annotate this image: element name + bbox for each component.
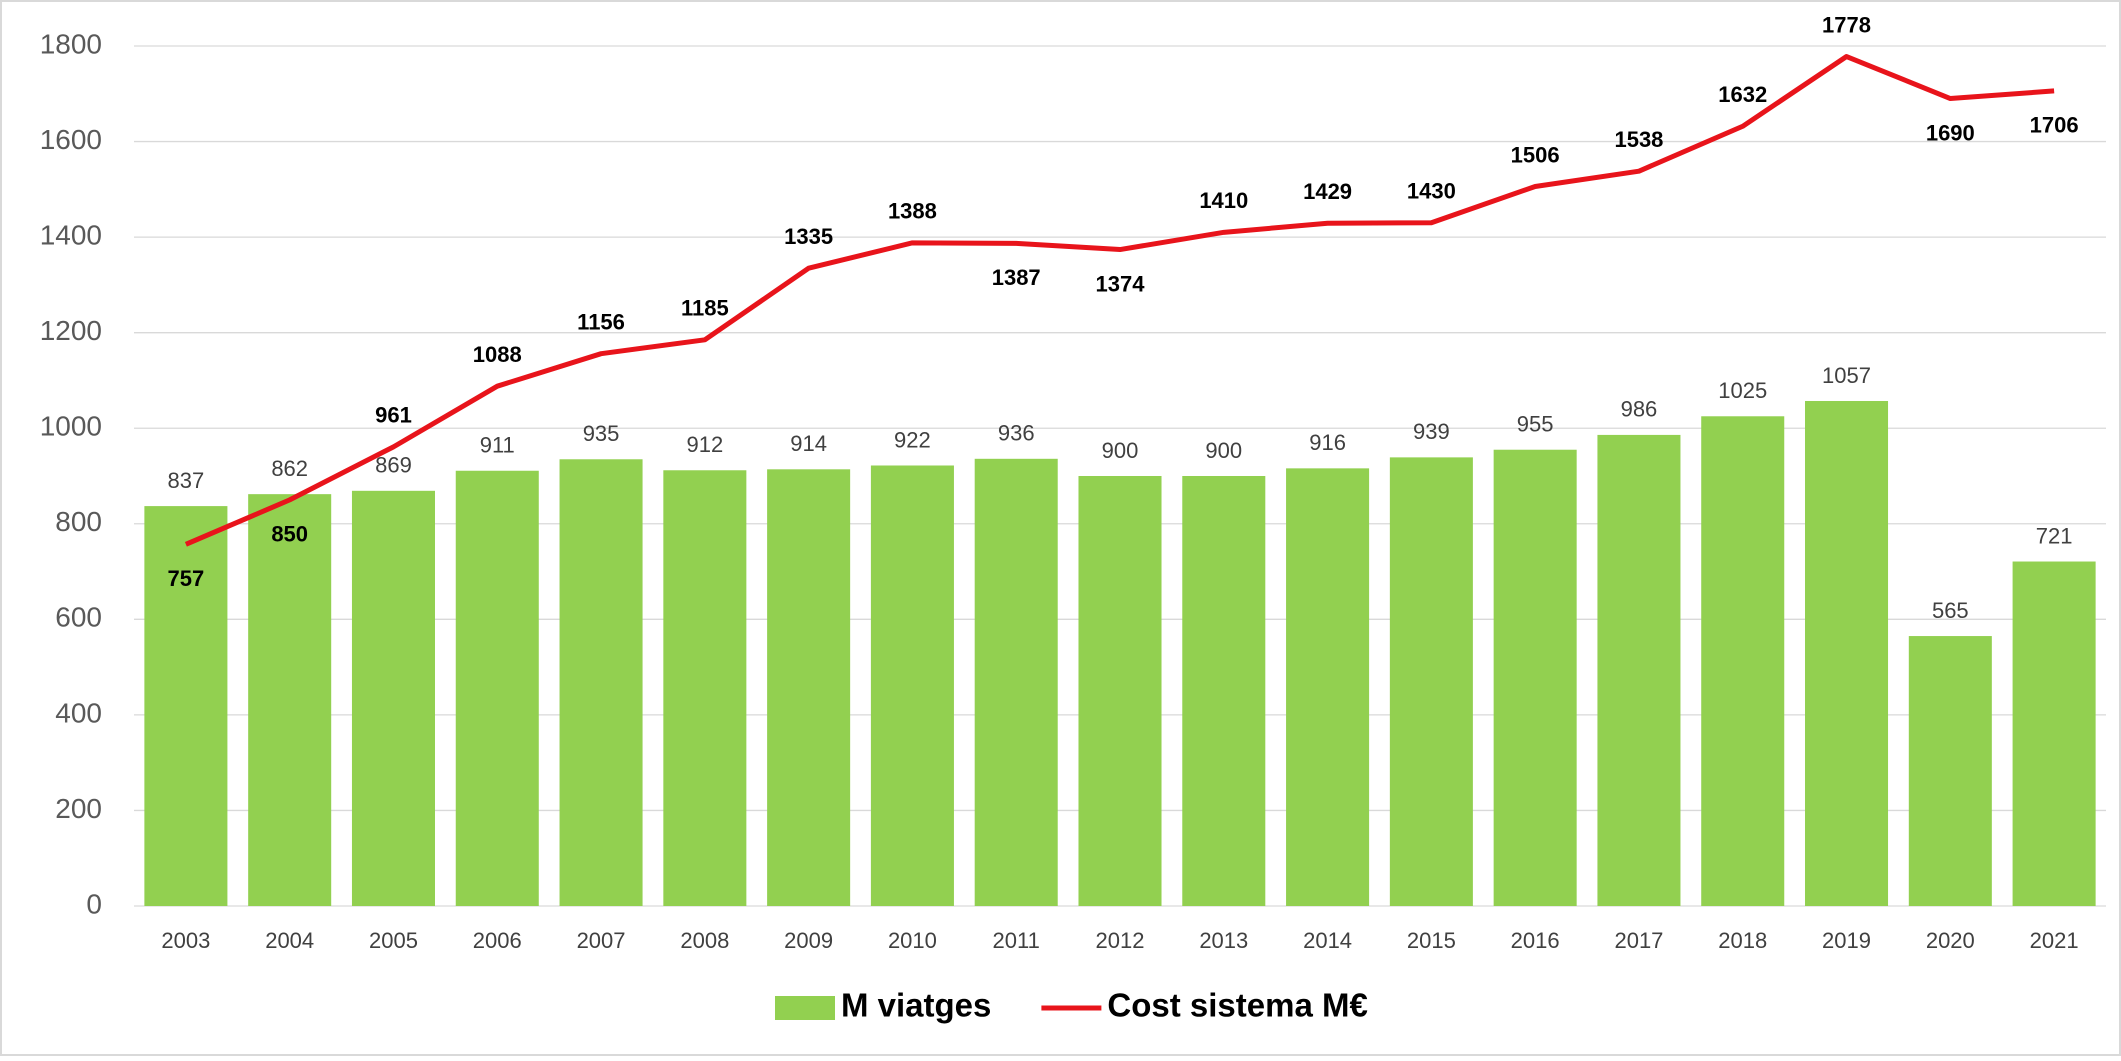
bar bbox=[1078, 476, 1162, 906]
bar bbox=[1389, 457, 1473, 906]
bar-value-label: 900 bbox=[1205, 438, 1242, 463]
bar bbox=[663, 470, 747, 906]
bar bbox=[351, 490, 435, 906]
line-value-label: 1387 bbox=[992, 265, 1041, 290]
bar bbox=[1182, 476, 1266, 906]
x-tick-label: 2011 bbox=[993, 928, 1040, 953]
bar bbox=[455, 470, 539, 906]
x-tick-label: 2012 bbox=[1096, 928, 1145, 953]
bar-value-label: 955 bbox=[1517, 412, 1554, 437]
y-tick-label: 1600 bbox=[40, 124, 102, 155]
bar-value-label: 911 bbox=[480, 433, 515, 458]
legend-label: M viatges bbox=[841, 987, 991, 1024]
bar bbox=[1805, 400, 1889, 906]
x-tick-label: 2018 bbox=[1718, 928, 1767, 953]
y-tick-label: 1400 bbox=[40, 220, 102, 251]
line-value-label: 1156 bbox=[577, 310, 625, 335]
x-tick-label: 2005 bbox=[369, 928, 418, 953]
y-tick-label: 1000 bbox=[40, 411, 102, 442]
bar bbox=[767, 469, 851, 906]
y-tick-label: 1800 bbox=[40, 28, 102, 59]
x-tick-label: 2015 bbox=[1407, 928, 1456, 953]
bar-value-label: 939 bbox=[1413, 419, 1450, 444]
line-value-label: 1335 bbox=[784, 224, 833, 249]
bar-value-label: 986 bbox=[1621, 397, 1658, 422]
bar-value-label: 1025 bbox=[1718, 378, 1767, 403]
bar-value-label: 914 bbox=[790, 431, 827, 456]
x-tick-label: 2010 bbox=[888, 928, 937, 953]
x-tick-label: 2003 bbox=[161, 928, 210, 953]
bar bbox=[1701, 416, 1785, 906]
line-value-label: 1632 bbox=[1718, 82, 1767, 107]
x-tick-label: 2004 bbox=[265, 928, 314, 953]
bar bbox=[248, 494, 332, 906]
x-tick-label: 2006 bbox=[473, 928, 522, 953]
bar-value-label: 935 bbox=[583, 421, 620, 446]
line-value-label: 1088 bbox=[473, 342, 522, 367]
line-value-label: 1538 bbox=[1614, 127, 1663, 152]
bar bbox=[1908, 636, 1992, 906]
bar bbox=[1493, 449, 1577, 906]
x-tick-label: 2019 bbox=[1822, 928, 1871, 953]
line-value-label: 1690 bbox=[1926, 120, 1975, 145]
bar bbox=[1286, 468, 1370, 906]
line-value-label: 1430 bbox=[1407, 179, 1456, 204]
x-tick-label: 2014 bbox=[1303, 928, 1352, 953]
legend-label: Cost sistema M€ bbox=[1107, 987, 1367, 1024]
line-value-label: 961 bbox=[375, 403, 412, 428]
x-tick-label: 2017 bbox=[1614, 928, 1663, 953]
x-tick-label: 2013 bbox=[1199, 928, 1248, 953]
line-value-label: 1506 bbox=[1511, 142, 1560, 167]
bar-value-label: 922 bbox=[894, 427, 931, 452]
line-value-label: 1429 bbox=[1303, 179, 1352, 204]
bar-value-label: 1057 bbox=[1822, 363, 1871, 388]
x-tick-label: 2009 bbox=[784, 928, 833, 953]
y-tick-label: 600 bbox=[55, 602, 102, 633]
line-value-label: 757 bbox=[168, 566, 205, 591]
bar-value-label: 916 bbox=[1309, 430, 1346, 455]
bar-value-label: 837 bbox=[168, 468, 205, 493]
line bbox=[184, 54, 2055, 547]
bar-value-label: 869 bbox=[375, 453, 412, 478]
y-tick-label: 800 bbox=[55, 506, 102, 537]
bar bbox=[144, 506, 228, 906]
bar bbox=[1597, 434, 1681, 906]
x-tick-label: 2008 bbox=[680, 928, 729, 953]
bar-value-label: 912 bbox=[686, 432, 723, 457]
bar bbox=[559, 459, 643, 906]
y-tick-label: 400 bbox=[55, 697, 102, 728]
x-tick-label: 2021 bbox=[2030, 928, 2079, 953]
line-value-label: 1706 bbox=[2030, 113, 2079, 138]
line-value-label: 1185 bbox=[681, 296, 729, 321]
y-tick-label: 200 bbox=[55, 793, 102, 824]
line-value-label: 1778 bbox=[1822, 12, 1871, 37]
bar-value-label: 936 bbox=[998, 421, 1035, 446]
bar bbox=[974, 458, 1058, 906]
bar-value-label: 900 bbox=[1102, 438, 1139, 463]
line-value-label: 1388 bbox=[888, 199, 937, 224]
line-value-label: 850 bbox=[271, 522, 308, 547]
bar-value-label: 862 bbox=[271, 456, 308, 481]
y-tick-label: 0 bbox=[86, 888, 102, 919]
x-tick-label: 2016 bbox=[1511, 928, 1560, 953]
y-tick-label: 1200 bbox=[40, 315, 102, 346]
x-tick-label: 2020 bbox=[1926, 928, 1975, 953]
line-value-label: 1410 bbox=[1199, 188, 1248, 213]
bar bbox=[870, 465, 954, 906]
bar-value-label: 721 bbox=[2036, 523, 2073, 548]
x-tick-label: 2007 bbox=[577, 928, 626, 953]
bar bbox=[2012, 561, 2096, 906]
bar-value-label: 565 bbox=[1932, 598, 1969, 623]
line-value-label: 1374 bbox=[1096, 271, 1146, 296]
legend-swatch bbox=[775, 996, 835, 1020]
